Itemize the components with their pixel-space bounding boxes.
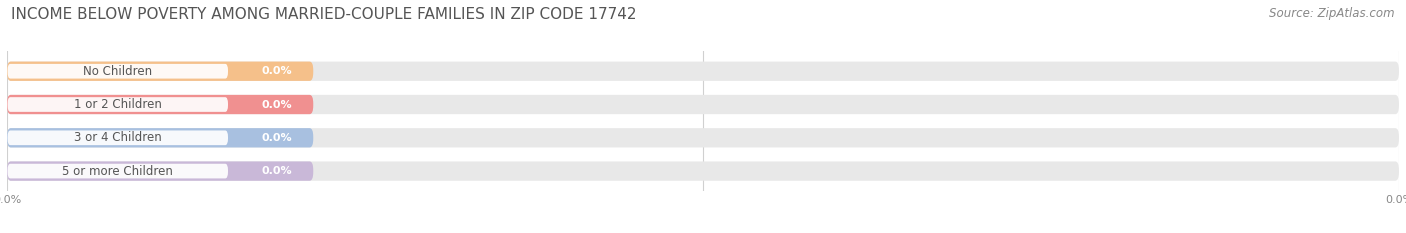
FancyBboxPatch shape	[7, 164, 228, 178]
FancyBboxPatch shape	[7, 130, 228, 145]
FancyBboxPatch shape	[7, 161, 1399, 181]
FancyBboxPatch shape	[7, 95, 1399, 114]
FancyBboxPatch shape	[7, 128, 1399, 147]
FancyBboxPatch shape	[7, 64, 228, 79]
Text: Source: ZipAtlas.com: Source: ZipAtlas.com	[1270, 7, 1395, 20]
FancyBboxPatch shape	[7, 128, 314, 147]
Text: 0.0%: 0.0%	[262, 99, 292, 110]
Text: No Children: No Children	[83, 65, 152, 78]
Text: 1 or 2 Children: 1 or 2 Children	[75, 98, 162, 111]
FancyBboxPatch shape	[7, 97, 228, 112]
Text: 5 or more Children: 5 or more Children	[62, 164, 173, 178]
Text: 0.0%: 0.0%	[262, 166, 292, 176]
FancyBboxPatch shape	[7, 62, 314, 81]
FancyBboxPatch shape	[7, 161, 314, 181]
FancyBboxPatch shape	[7, 62, 1399, 81]
Text: 0.0%: 0.0%	[262, 133, 292, 143]
Text: 0.0%: 0.0%	[262, 66, 292, 76]
FancyBboxPatch shape	[7, 95, 314, 114]
Text: 3 or 4 Children: 3 or 4 Children	[75, 131, 162, 144]
Text: INCOME BELOW POVERTY AMONG MARRIED-COUPLE FAMILIES IN ZIP CODE 17742: INCOME BELOW POVERTY AMONG MARRIED-COUPL…	[11, 7, 637, 22]
